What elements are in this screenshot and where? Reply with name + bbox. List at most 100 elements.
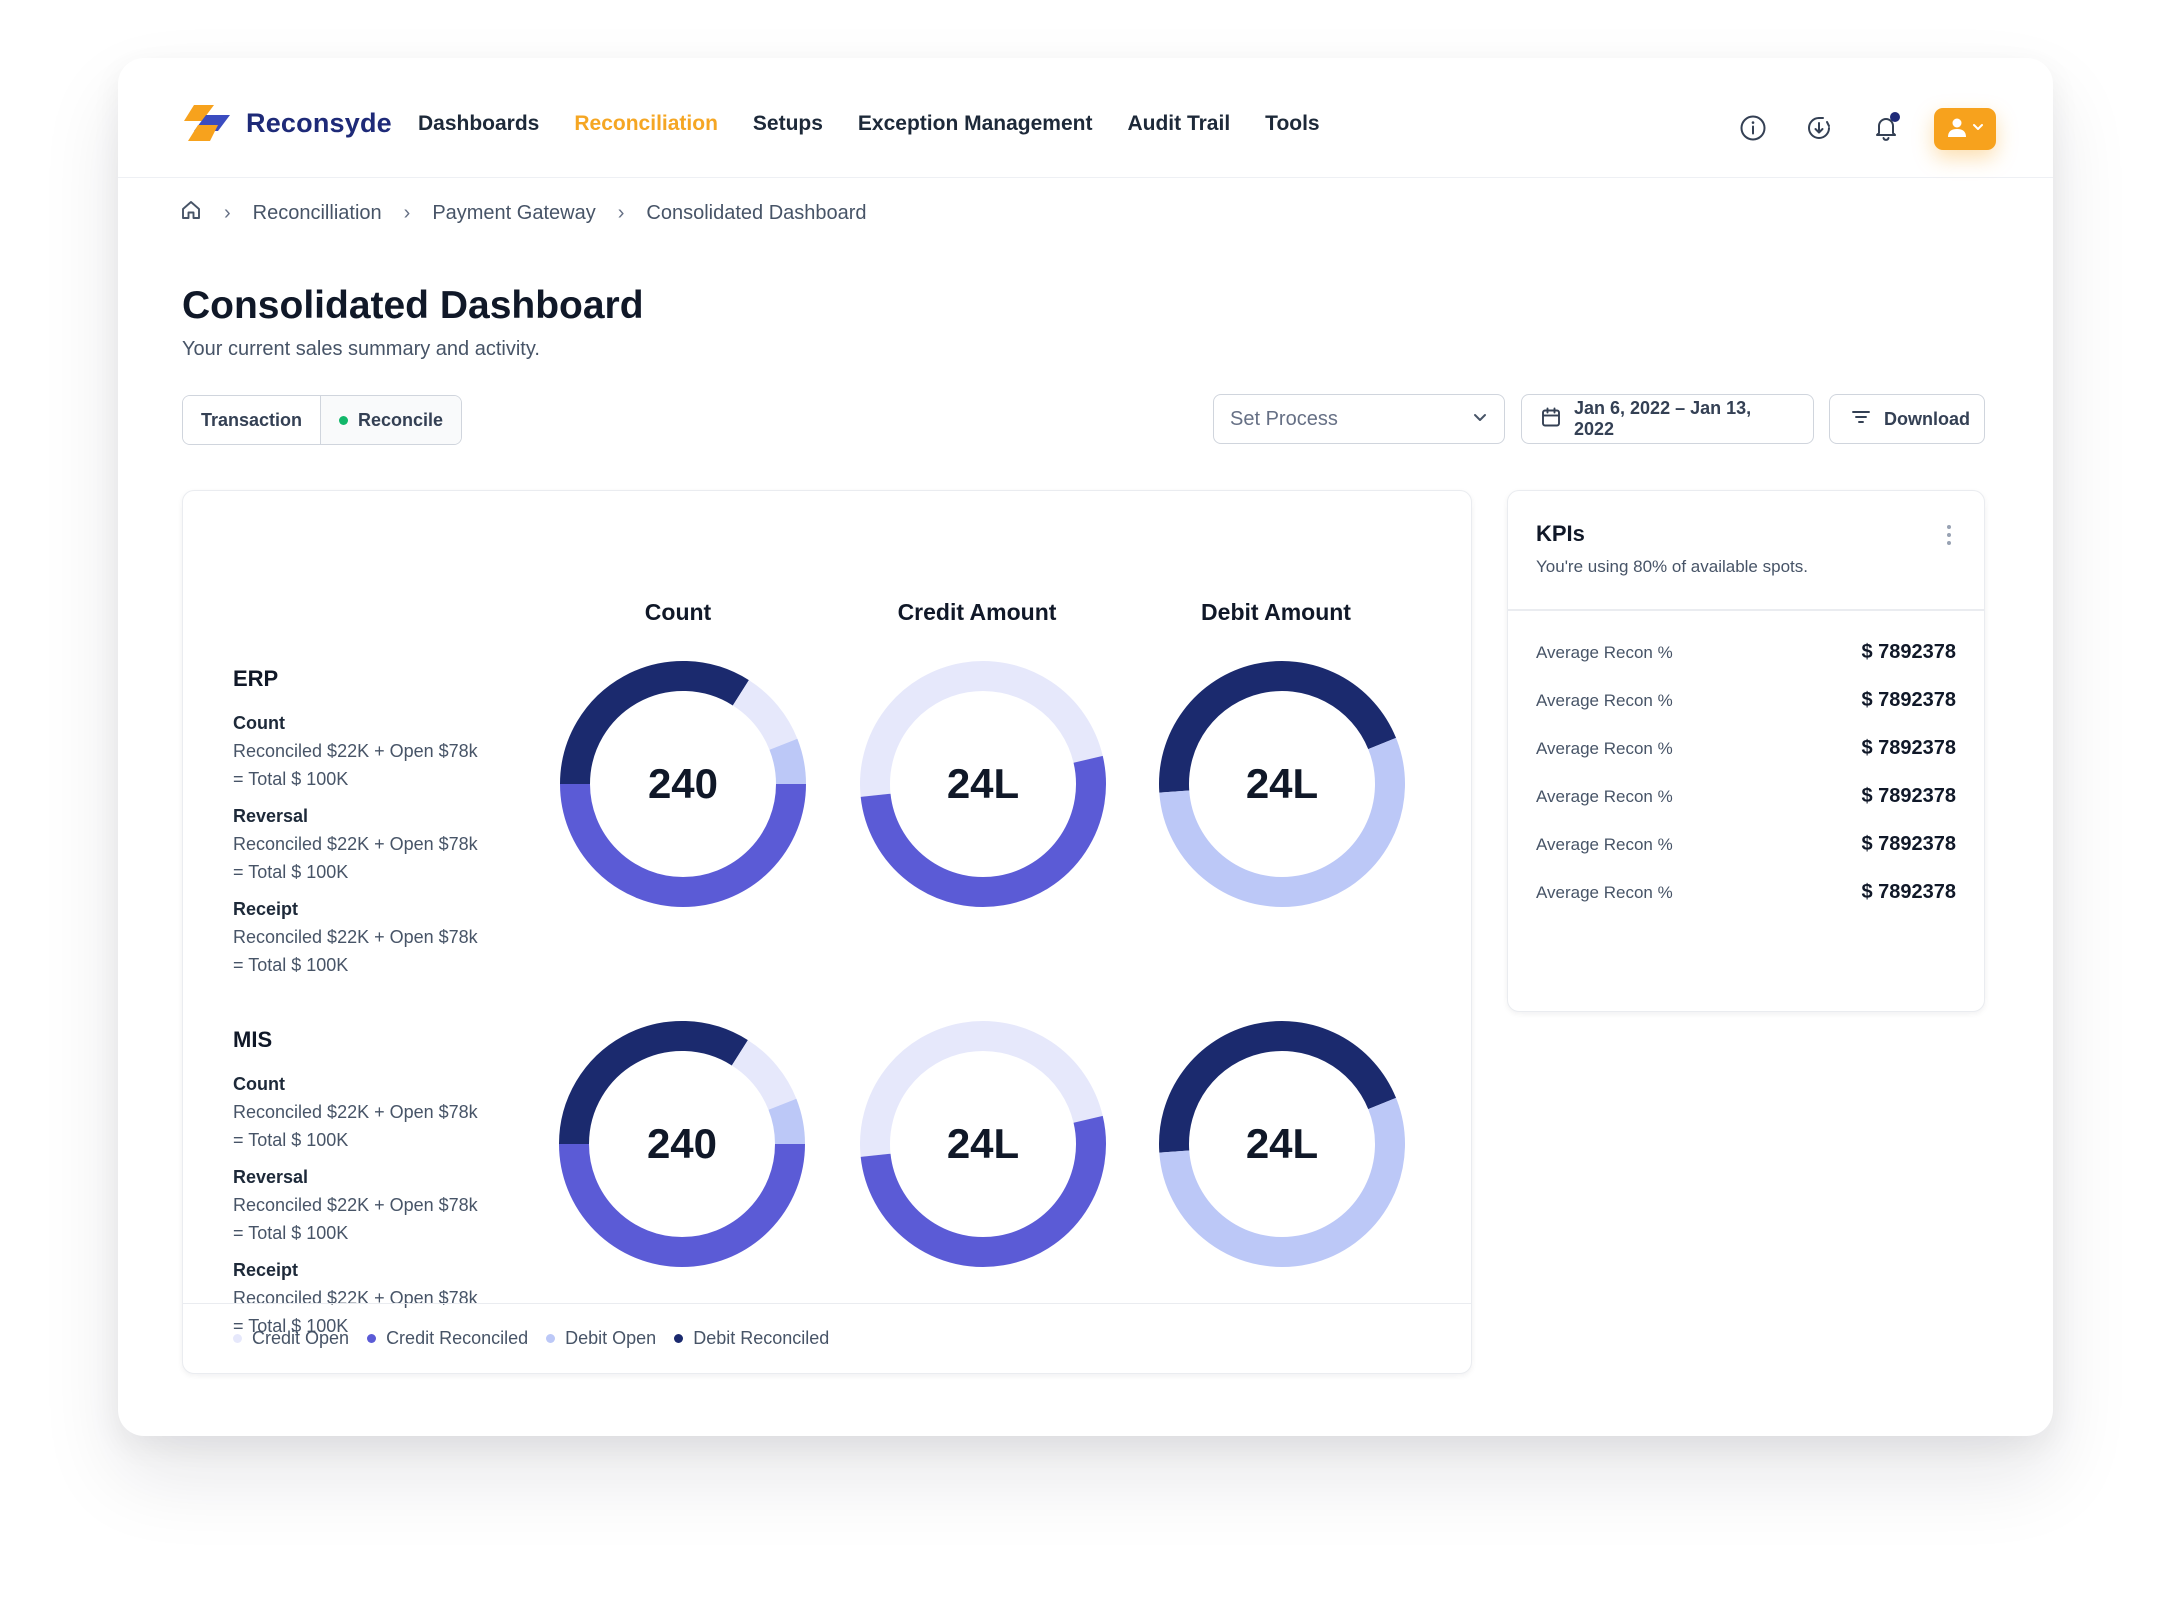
home-icon[interactable] — [180, 199, 202, 227]
nav-audit-trail[interactable]: Audit Trail — [1127, 112, 1231, 135]
page-title: Consolidated Dashboard — [182, 284, 644, 327]
logo-icon — [184, 105, 230, 141]
donut-center-value: 24L — [946, 1120, 1020, 1167]
erp-debit-donut: 24L — [1157, 659, 1407, 909]
erp-count-donut: 240 — [558, 659, 808, 909]
active-dot-icon — [339, 415, 349, 425]
kpi-subtitle: You're using 80% of available spots. — [1536, 557, 1808, 576]
kpi-value: $ 7892378 — [1861, 689, 1956, 711]
process-select-placeholder: Set Process — [1230, 407, 1338, 430]
metric-title: Receipt — [233, 1260, 299, 1280]
metric-total: = Total $ 100K — [233, 1223, 349, 1243]
process-select[interactable]: Set Process — [1213, 394, 1505, 444]
breadcrumb-reconciliation[interactable]: Reconcilliation — [252, 201, 382, 224]
kpi-row: Average Recon % $ 7892378 — [1536, 785, 1956, 808]
tab-transaction[interactable]: Transaction — [183, 396, 321, 444]
kpi-title: KPIs — [1536, 521, 1585, 546]
nav-tools[interactable]: Tools — [1265, 112, 1320, 135]
main-nav: Dashboards Reconciliation Setups Excepti… — [418, 112, 1320, 136]
kpi-card: KPIs You're using 80% of available spots… — [1507, 490, 1985, 1012]
filter-lines-icon — [1850, 406, 1872, 433]
column-header-credit-amount: Credit Amount — [897, 599, 1057, 625]
kpi-value: $ 7892378 — [1861, 785, 1956, 807]
metric-total: = Total $ 100K — [233, 1130, 349, 1150]
mis-debit-donut: 24L — [1157, 1019, 1407, 1269]
donut-segment-debit-reconciled — [559, 1021, 748, 1145]
legend-label: Credit Open — [252, 1328, 350, 1348]
donut-center-value: 240 — [647, 760, 719, 807]
kpi-label: Average Recon % — [1536, 642, 1673, 662]
donut-segment-debit-reconciled — [1159, 661, 1397, 793]
column-header-debit-amount: Debit Amount — [1201, 599, 1351, 625]
metric-total: = Total $ 100K — [233, 862, 349, 882]
donut-center-value: 24L — [1245, 760, 1319, 807]
donut-segment-debit-open — [1159, 1097, 1405, 1267]
nav-reconciliation[interactable]: Reconciliation — [574, 112, 718, 135]
metric-total: = Total $ 100K — [233, 1316, 349, 1336]
erp-credit-donut: 24L — [858, 659, 1108, 909]
chevron-down-icon — [1972, 120, 1984, 138]
notification-dot — [1890, 112, 1900, 122]
metric-title: Receipt — [233, 899, 299, 919]
column-header-count: Count — [644, 599, 712, 625]
nav-setups[interactable]: Setups — [752, 112, 823, 135]
kpi-value: $ 7892378 — [1861, 737, 1956, 759]
donut-segment-debit-reconciled — [1159, 1021, 1397, 1153]
donut-segment-debit-open — [769, 738, 806, 785]
legend-swatch — [546, 1334, 556, 1343]
legend-swatch — [674, 1334, 684, 1343]
legend-label: Credit Reconciled — [386, 1328, 529, 1348]
download-clock-icon[interactable] — [1803, 112, 1835, 144]
donut-segment-credit-reconciled — [560, 783, 806, 907]
date-range-label: Jan 6, 2022 – Jan 13, 2022 — [1574, 398, 1752, 439]
metric-detail: Reconciled $22K + Open $78k — [233, 927, 478, 947]
tab-label: Transaction — [201, 409, 303, 430]
more-vertical-icon[interactable] — [1944, 521, 1954, 549]
kpi-label: Average Recon % — [1536, 690, 1673, 710]
metric-detail: Reconciled $22K + Open $78k — [233, 741, 478, 761]
legend-item-credit-open: Credit Open — [233, 1328, 349, 1349]
top-nav-bar: Reconsyde Dashboards Reconciliation Setu… — [118, 58, 2053, 178]
kpi-value: $ 7892378 — [1861, 641, 1956, 663]
page-subtitle: Your current sales summary and activity. — [182, 338, 540, 360]
chevron-right-icon: › — [224, 201, 231, 224]
kpi-label: Average Recon % — [1536, 738, 1673, 758]
user-icon — [1946, 116, 1968, 143]
donut-segment-debit-reconciled — [560, 661, 749, 785]
tab-label: Reconcile — [358, 409, 444, 430]
kpi-value: $ 7892378 — [1861, 881, 1956, 903]
metric-title: Reversal — [233, 806, 309, 826]
brand-name: Reconsyde — [246, 107, 392, 138]
chevron-right-icon: › — [403, 201, 411, 224]
kpi-row: Average Recon % $ 7892378 — [1536, 881, 1956, 904]
nav-dashboards[interactable]: Dashboards — [418, 112, 540, 135]
brand-logo[interactable]: Reconsyde — [184, 105, 392, 141]
tab-reconcile[interactable]: Reconcile — [320, 396, 462, 444]
date-range-button[interactable]: Jan 6, 2022 – Jan 13, 2022 — [1521, 394, 1814, 444]
kpi-row: Average Recon % $ 7892378 — [1536, 737, 1956, 760]
metric-title: Count — [233, 713, 285, 733]
chevron-right-icon: › — [617, 201, 625, 224]
legend-label: Debit Reconciled — [693, 1328, 830, 1348]
mis-count-donut: 240 — [557, 1019, 807, 1269]
donut-segment-credit-reconciled — [860, 1115, 1106, 1267]
group-title-mis: MIS — [233, 1027, 273, 1052]
info-icon[interactable] — [1737, 112, 1769, 144]
bell-icon[interactable] — [1870, 112, 1902, 144]
donut-segment-debit-open — [1159, 737, 1405, 907]
metric-title: Count — [233, 1074, 285, 1094]
metric-total: = Total $ 100K — [233, 769, 349, 789]
metric-detail: Reconciled $22K + Open $78k — [233, 1102, 478, 1122]
breadcrumb: › Reconcilliation › Payment Gateway › Co… — [180, 199, 867, 227]
kpi-row: Average Recon % $ 7892378 — [1536, 641, 1956, 664]
metric-total: = Total $ 100K — [233, 955, 349, 975]
download-button[interactable]: Download — [1829, 394, 1985, 444]
nav-exception-management[interactable]: Exception Management — [857, 112, 1093, 135]
user-menu-button[interactable] — [1934, 108, 1996, 150]
kpi-label: Average Recon % — [1536, 786, 1673, 806]
breadcrumb-payment-gateway[interactable]: Payment Gateway — [432, 201, 596, 224]
view-toggle: Transaction Reconcile — [182, 395, 463, 445]
donut-center-value: 240 — [646, 1120, 718, 1167]
kpi-label: Average Recon % — [1536, 882, 1673, 902]
chart-legend: Credit Open Credit Reconciled Debit Open… — [183, 1303, 1471, 1373]
